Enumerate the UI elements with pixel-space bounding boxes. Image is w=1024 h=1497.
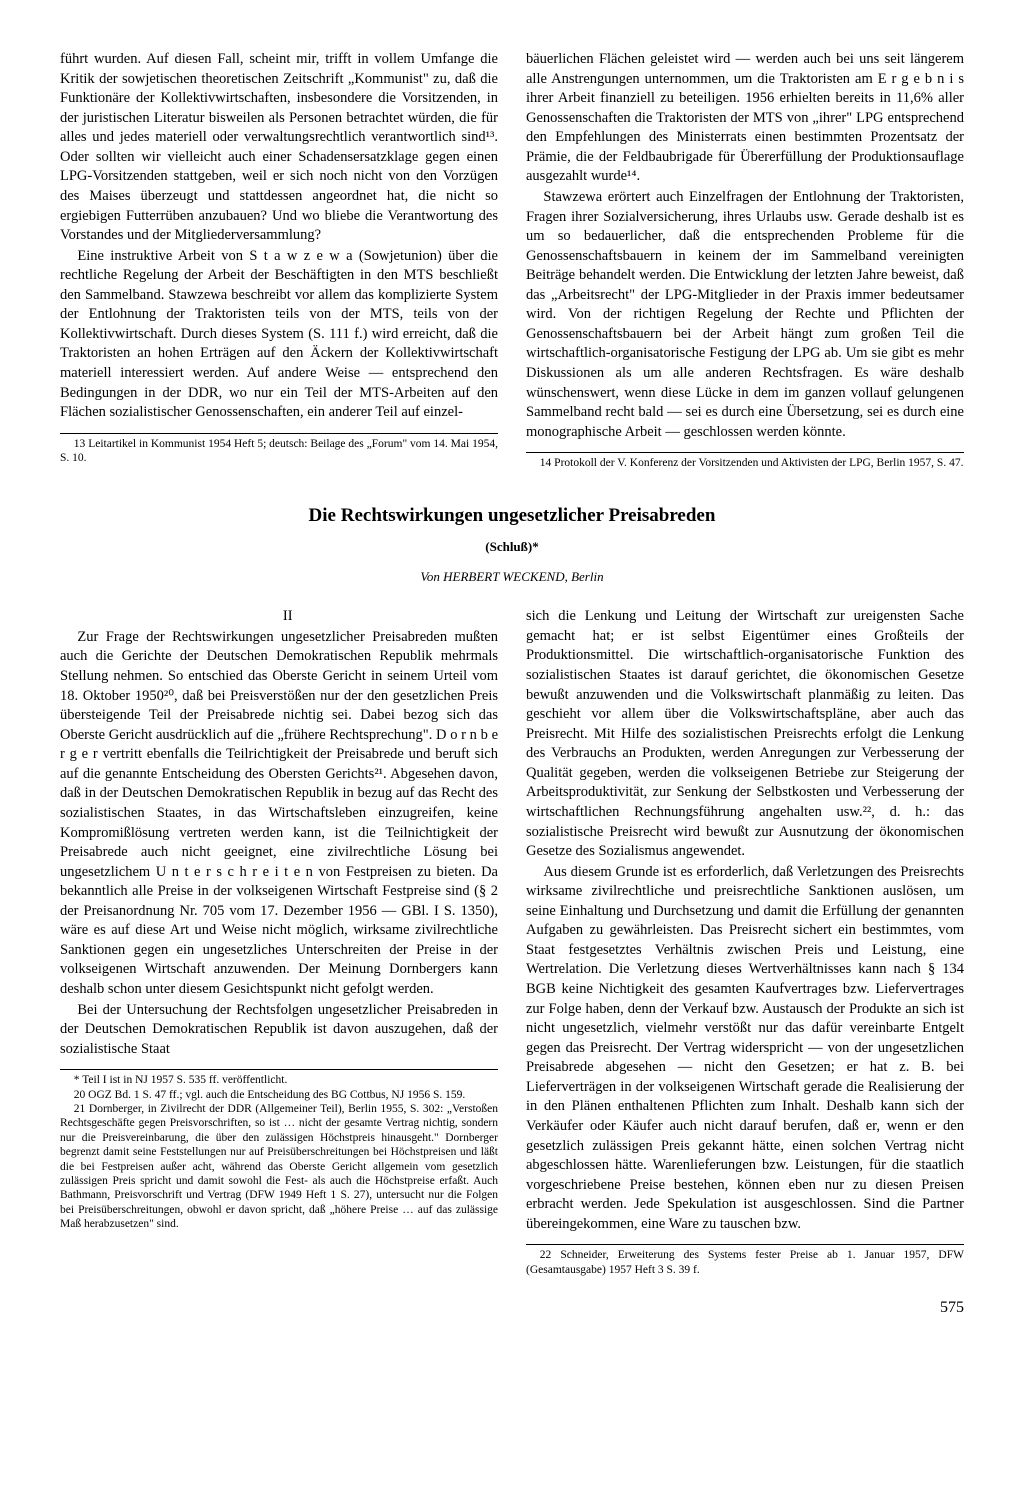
footnote: 13 Leitartikel in Kommunist 1954 Heft 5;…	[60, 437, 498, 466]
paragraph: Bei der Untersuchung der Rechtsfolgen un…	[60, 1001, 498, 1060]
article-title: Die Rechtswirkungen ungesetzlicher Preis…	[60, 503, 964, 529]
footnote: 20 OGZ Bd. 1 S. 47 ff.; vgl. auch die En…	[60, 1088, 498, 1102]
footnotes-right-2: 22 Schneider, Erweiterung des Systems fe…	[526, 1244, 964, 1277]
footnote: 21 Dornberger, in Zivilrecht der DDR (Al…	[60, 1102, 498, 1231]
main-article-columns: II Zur Frage der Rechtswirkungen ungeset…	[60, 607, 964, 1277]
footnotes-left-2: * Teil I ist in NJ 1957 S. 535 ff. veröf…	[60, 1069, 498, 1231]
page-number: 575	[60, 1297, 964, 1319]
paragraph: bäuerlichen Flächen geleistet wird — wer…	[526, 50, 964, 187]
paragraph: sich die Lenkung und Leitung der Wirtsch…	[526, 607, 964, 861]
footnotes-right: 14 Protokoll der V. Konferenz der Vorsit…	[526, 452, 964, 470]
paragraph: führt wurden. Auf diesen Fall, scheint m…	[60, 50, 498, 246]
paragraph: Stawzewa erörtert auch Einzelfragen der …	[526, 188, 964, 442]
footnote: 22 Schneider, Erweiterung des Systems fe…	[526, 1248, 964, 1277]
paragraph: Aus diesem Grunde ist es erforderlich, d…	[526, 863, 964, 1235]
footnote: 14 Protokoll der V. Konferenz der Vorsit…	[526, 456, 964, 470]
paragraph: Eine instruktive Arbeit von S t a w z e …	[60, 247, 498, 423]
article-author: Von HERBERT WECKEND, Berlin	[60, 568, 964, 586]
footnote: * Teil I ist in NJ 1957 S. 535 ff. veröf…	[60, 1073, 498, 1087]
footnotes-left: 13 Leitartikel in Kommunist 1954 Heft 5;…	[60, 433, 498, 466]
section-number: II	[60, 607, 498, 627]
paragraph: Zur Frage der Rechtswirkungen ungesetzli…	[60, 628, 498, 1000]
top-article-columns: führt wurden. Auf diesen Fall, scheint m…	[60, 50, 964, 471]
article-subtitle: (Schluß)*	[60, 538, 964, 556]
